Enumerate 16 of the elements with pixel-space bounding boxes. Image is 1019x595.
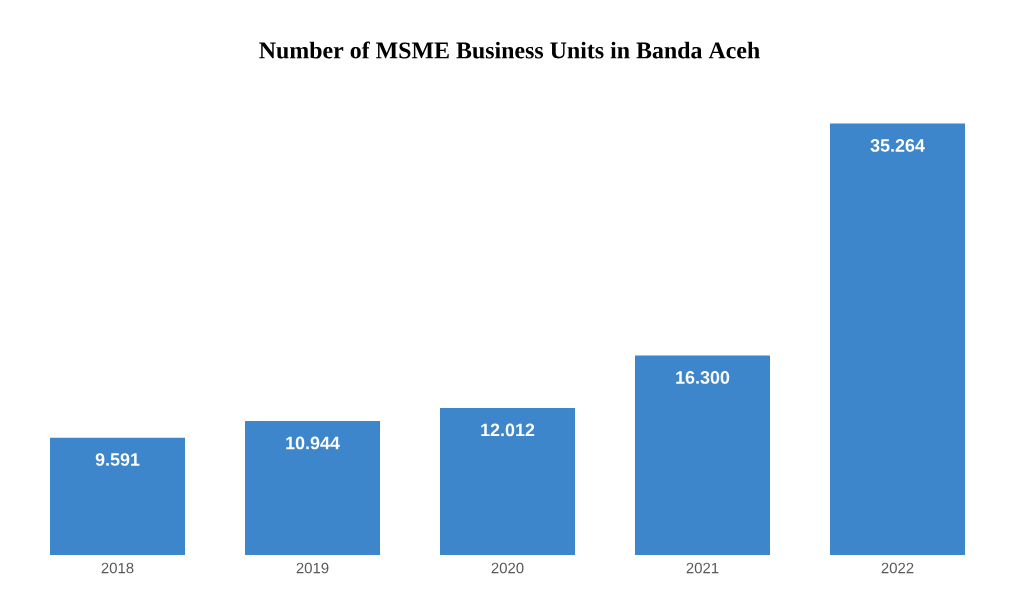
chart-title: Number of MSME Business Units in Banda Aceh — [259, 41, 760, 59]
x-tick-label: 2018 — [101, 562, 134, 574]
x-tick-label: 2021 — [686, 562, 719, 574]
bar — [245, 421, 381, 555]
data-label: 12.012 — [481, 423, 535, 437]
data-label: 16.300 — [676, 371, 730, 384]
data-label: 9.591 — [95, 453, 140, 466]
bar — [635, 355, 771, 555]
x-tick-label: 2020 — [491, 562, 524, 574]
data-label: 35.264 — [870, 139, 925, 152]
bar — [440, 408, 576, 555]
x-tick-label: 2019 — [296, 562, 329, 574]
bar — [830, 123, 966, 555]
bar — [50, 437, 186, 555]
data-label: 10.944 — [286, 436, 340, 450]
x-tick-label: 2022 — [881, 562, 914, 574]
